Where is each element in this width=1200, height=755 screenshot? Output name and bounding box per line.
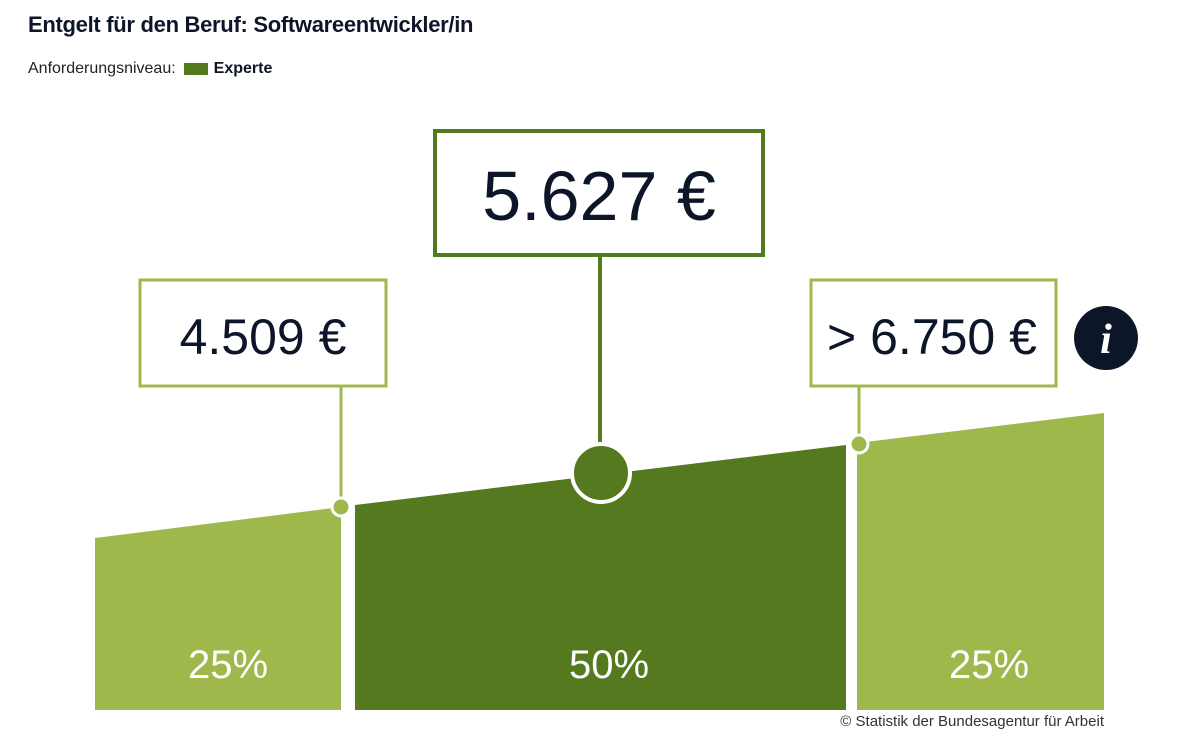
info-icon[interactable]: i bbox=[1074, 306, 1138, 370]
percent-label-upper: 25% bbox=[949, 643, 1029, 687]
value-box-upper bbox=[809, 278, 1058, 388]
legend: Anforderungsniveau: Experte bbox=[28, 60, 272, 78]
value-label-lower: 4.509 € bbox=[180, 309, 347, 365]
marker-upper bbox=[848, 433, 870, 455]
marker-lower bbox=[330, 496, 352, 518]
segment-upper-quartile bbox=[857, 413, 1104, 710]
segment-lower-quartile bbox=[95, 507, 341, 710]
value-label-median: 5.627 € bbox=[482, 157, 716, 235]
chart-title: Entgelt für den Beruf: Softwareentwickle… bbox=[28, 12, 474, 37]
legend-label: Anforderungsniveau: bbox=[28, 60, 176, 77]
percent-label-median: 50% bbox=[569, 643, 649, 687]
value-box-median bbox=[433, 129, 765, 257]
legend-swatch bbox=[183, 63, 208, 75]
value-box-lower bbox=[138, 278, 388, 388]
legend-level: Experte bbox=[213, 60, 273, 77]
marker-median bbox=[570, 442, 632, 504]
percent-label-lower: 25% bbox=[188, 643, 268, 687]
segment-median bbox=[355, 445, 846, 710]
svg-text:i: i bbox=[1100, 317, 1112, 363]
value-label-upper: > 6.750 € bbox=[827, 309, 1037, 365]
copyright-note: © Statistik der Bundesagentur für Arbeit bbox=[840, 713, 1104, 730]
